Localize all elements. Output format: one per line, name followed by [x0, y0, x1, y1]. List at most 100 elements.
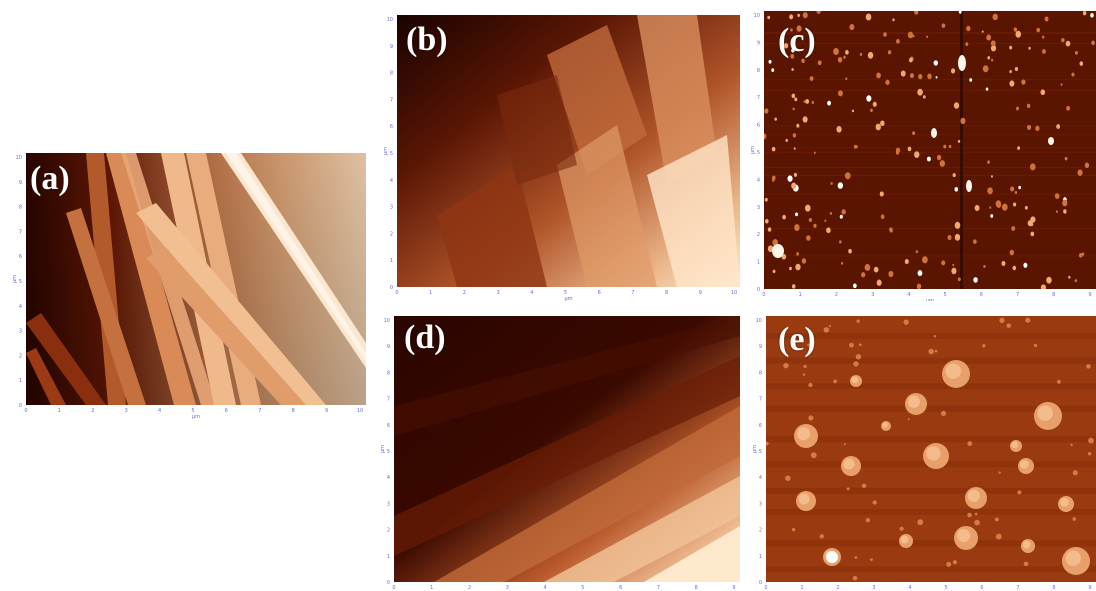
x-tick-label: 1 — [800, 585, 803, 591]
x-tick-label: 4 — [530, 290, 533, 296]
x-tick-label: 9 — [325, 408, 328, 414]
x-tick-label: 6 — [619, 585, 622, 591]
y-tick-label: 4 — [390, 178, 393, 184]
x-tick-label: 6 — [980, 292, 983, 298]
y-tick-label: 4 — [757, 177, 760, 183]
afm-image-c — [764, 11, 1096, 289]
panel-label-a: (a) — [30, 160, 70, 197]
afm-image-e — [766, 316, 1096, 582]
y-tick-label: 3 — [19, 329, 22, 335]
x-tick-label: 3 — [872, 585, 875, 591]
x-unit-label: μm — [192, 414, 200, 419]
panel-label-d: (d) — [404, 319, 446, 356]
x-tick-label: 1 — [58, 408, 61, 414]
y-tick-label: 4 — [19, 304, 22, 310]
y-tick-label: 5 — [19, 279, 22, 285]
x-tick-label: 0 — [764, 585, 767, 591]
y-tick-label: 0 — [387, 580, 390, 586]
x-tick-label: 2 — [91, 408, 94, 414]
x-tick-label: 5 — [944, 292, 947, 298]
afm-image-b — [397, 15, 740, 287]
x-tick-label: 3 — [871, 292, 874, 298]
y-tick-label: 2 — [19, 353, 22, 359]
y-tick-label: 9 — [19, 180, 22, 186]
x-tick-label: 2 — [836, 585, 839, 591]
y-tick-label: 1 — [387, 554, 390, 560]
afm-image-a — [26, 153, 366, 405]
afm-image-d — [394, 316, 740, 582]
y-tick-label: 7 — [19, 229, 22, 235]
y-tick-label: 5 — [387, 449, 390, 455]
x-tick-label: 0 — [762, 292, 765, 298]
y-tick-label: 3 — [387, 501, 390, 507]
x-tick-label: 9 — [1088, 292, 1091, 298]
y-tick-label: 5 — [390, 151, 393, 157]
y-tick-label: 7 — [757, 95, 760, 101]
y-tick-label: 2 — [759, 528, 762, 534]
x-tick-label: 8 — [665, 290, 668, 296]
axes-c: 0 1 2 3 4 5 6 7 8 9 0 1 2 3 4 5 6 7 8 9 10 μm μm — [750, 13, 1092, 301]
x-tick-label: 7 — [1016, 292, 1019, 298]
y-tick-label: 8 — [390, 71, 393, 77]
y-tick-label: 6 — [19, 254, 22, 260]
y-tick-label: 4 — [759, 475, 762, 481]
x-tick-label: 4 — [907, 292, 910, 298]
x-tick-label: 1 — [429, 290, 432, 296]
x-tick-label: 3 — [125, 408, 128, 414]
x-tick-label: 5 — [564, 290, 567, 296]
y-tick-label: 5 — [757, 150, 760, 156]
y-unit-label: μm — [380, 445, 386, 453]
x-unit-label: μm — [926, 298, 934, 301]
y-unit-label: μm — [752, 445, 758, 453]
x-tick-label: 8 — [1052, 292, 1055, 298]
x-tick-label: 3 — [497, 290, 500, 296]
y-unit-label: μm — [12, 275, 18, 283]
y-tick-label: 5 — [759, 449, 762, 455]
y-tick-label: 9 — [387, 344, 390, 350]
x-tick-label: 0 — [392, 585, 395, 591]
x-tick-label: 0 — [395, 290, 398, 296]
y-tick-label: 8 — [387, 370, 390, 376]
x-tick-label: 4 — [544, 585, 547, 591]
y-tick-label: 2 — [390, 231, 393, 237]
y-tick-label: 3 — [757, 205, 760, 211]
y-tick-label: 3 — [759, 501, 762, 507]
y-tick-label: 0 — [390, 285, 393, 291]
y-tick-label: 0 — [759, 580, 762, 586]
x-tick-label: 5 — [191, 408, 194, 414]
y-tick-label: 8 — [19, 205, 22, 211]
y-tick-label: 7 — [387, 397, 390, 403]
y-tick-label: 7 — [759, 397, 762, 403]
axes-b: 0 1 2 3 4 5 6 7 8 9 10 0 1 2 3 4 5 6 7 8 9 10 μm μm — [383, 17, 737, 301]
panel-label-c: (c) — [778, 22, 816, 59]
x-tick-label: 5 — [944, 585, 947, 591]
y-unit-label: μm — [750, 146, 756, 154]
x-tick-label: 9 — [699, 290, 702, 296]
x-tick-label: 3 — [506, 585, 509, 591]
y-tick-label: 9 — [390, 44, 393, 50]
y-tick-label: 10 — [387, 17, 393, 23]
x-tick-label: 6 — [980, 585, 983, 591]
y-tick-label: 0 — [757, 287, 760, 293]
y-tick-label: 2 — [757, 232, 760, 238]
x-tick-label: 4 — [908, 585, 911, 591]
x-tick-label: 7 — [258, 408, 261, 414]
y-tick-label: 6 — [387, 423, 390, 429]
x-tick-label: 6 — [598, 290, 601, 296]
panel-label-b: (b) — [406, 21, 448, 58]
y-tick-label: 0 — [19, 403, 22, 409]
x-tick-label: 8 — [292, 408, 295, 414]
x-tick-label: 6 — [225, 408, 228, 414]
x-tick-label: 7 — [1016, 585, 1019, 591]
x-tick-label: 10 — [357, 408, 363, 414]
x-tick-label: 9 — [1088, 585, 1091, 591]
x-tick-label: 1 — [430, 585, 433, 591]
x-tick-label: 7 — [657, 585, 660, 591]
x-tick-label: 4 — [158, 408, 161, 414]
y-tick-label: 6 — [757, 123, 760, 129]
y-tick-label: 9 — [759, 344, 762, 350]
y-tick-label: 10 — [384, 318, 390, 324]
y-tick-label: 6 — [390, 124, 393, 130]
